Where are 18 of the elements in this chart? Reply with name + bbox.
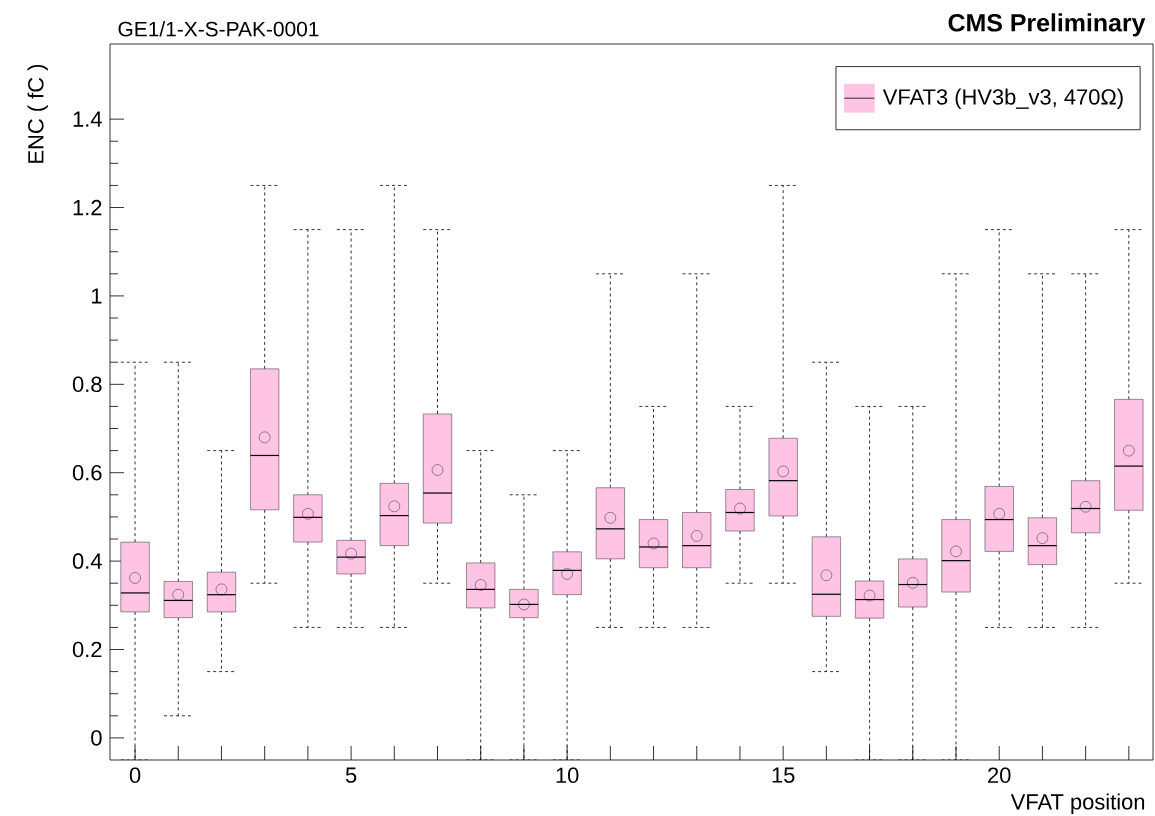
y-axis-title: ENC ( fC )	[27, 64, 48, 163]
y-tick-label: 1	[91, 288, 102, 304]
x-tick-label: 0	[129, 767, 141, 784]
y-tick-label: 0.6	[72, 464, 102, 481]
chart-title: GE1/1-X-S-PAK-0001	[118, 21, 319, 37]
x-tick-label: 15	[772, 767, 795, 783]
x-tick-label: 5	[345, 767, 357, 783]
y-tick-label: 0.2	[72, 641, 102, 658]
x-tick-label: 10	[556, 767, 579, 784]
y-tick-label: 1.4	[73, 111, 102, 127]
y-tick-label: 1.2	[73, 199, 102, 216]
y-tick-label: 0	[91, 730, 102, 746]
x-tick-label: 20	[988, 767, 1011, 784]
y-tick-label: 0.8	[72, 376, 102, 393]
legend-label: VFAT3 (HV3b_v3, 470Ω)	[882, 88, 1123, 109]
y-tick-label: 0.4	[72, 553, 102, 569]
chart-subtitle: CMS Preliminary	[948, 13, 1146, 37]
x-axis-title: VFAT position	[1010, 793, 1145, 814]
